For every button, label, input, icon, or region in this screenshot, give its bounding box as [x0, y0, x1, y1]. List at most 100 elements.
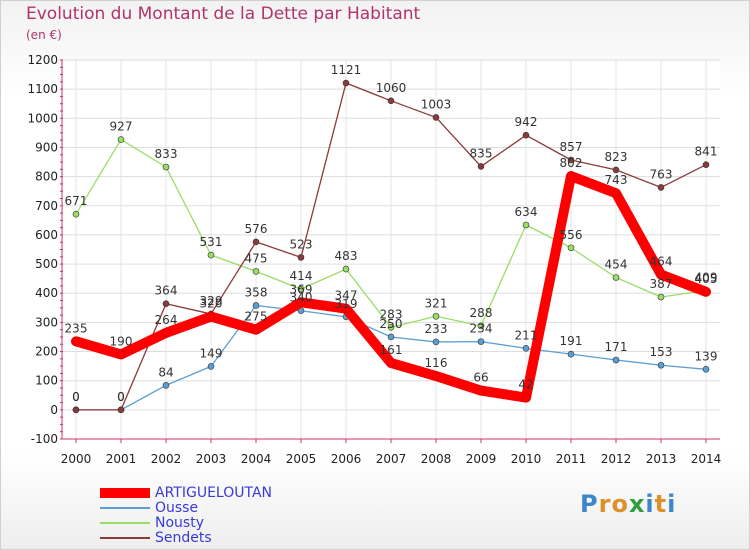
data-point	[296, 297, 306, 307]
data-label: 191	[560, 334, 583, 348]
legend-swatch	[100, 537, 150, 539]
x-tick-label: 2007	[376, 452, 407, 466]
data-label: 841	[695, 145, 718, 159]
data-label: 671	[65, 194, 88, 208]
data-point	[117, 406, 125, 414]
data-label: 1060	[376, 81, 407, 95]
x-tick-label: 2006	[331, 452, 362, 466]
data-label: 235	[65, 321, 88, 335]
logo-letter: i	[645, 490, 655, 518]
data-point	[567, 244, 575, 252]
data-point	[207, 251, 215, 259]
chart-subtitle: (en €)	[26, 28, 62, 42]
data-label: 483	[335, 249, 358, 263]
data-label: 409	[695, 271, 718, 285]
data-point	[657, 361, 665, 369]
y-tick-label: 300	[35, 315, 58, 329]
y-tick-label: 700	[35, 199, 58, 213]
logo-letter: t	[654, 490, 668, 518]
data-point	[387, 324, 395, 331]
x-tick-label: 2014	[691, 452, 722, 466]
data-label: 283	[380, 307, 403, 321]
legend-item: Sendets	[100, 530, 320, 546]
y-tick-label: -100	[31, 432, 58, 446]
y-tick-label: 600	[35, 228, 58, 242]
data-point	[252, 238, 260, 246]
data-label: 233	[425, 322, 448, 336]
data-label: 823	[605, 150, 628, 164]
data-label: 0	[72, 390, 80, 404]
data-point	[387, 333, 395, 341]
legend-label: Nousty	[155, 515, 204, 531]
data-label: 116	[425, 356, 448, 370]
data-label: 264	[155, 313, 178, 327]
y-tick-label: 1000	[27, 111, 58, 125]
data-point	[116, 350, 126, 359]
x-tick-label: 2013	[646, 452, 677, 466]
data-point	[612, 274, 620, 281]
data-label: 454	[605, 257, 628, 271]
logo-letter: r	[598, 490, 612, 518]
data-label: 66	[473, 371, 488, 385]
data-point	[477, 322, 485, 330]
data-label: 523	[290, 237, 313, 251]
y-tick-label: 500	[35, 257, 58, 271]
x-tick-label: 2000	[61, 452, 92, 466]
data-point	[162, 163, 170, 171]
data-label: 763	[650, 167, 673, 181]
data-label: 153	[650, 345, 673, 359]
data-point	[567, 156, 575, 164]
data-point	[522, 221, 530, 229]
x-tick-label: 2005	[286, 452, 317, 466]
data-point	[386, 358, 396, 368]
logo-letter: i	[667, 490, 677, 518]
x-tick-label: 2002	[151, 452, 182, 466]
data-label: 475	[245, 251, 268, 265]
data-point	[72, 406, 80, 414]
legend-item: Ousse	[100, 500, 320, 516]
y-tick-label: 400	[35, 286, 58, 300]
data-label: 414	[290, 269, 313, 283]
data-point	[656, 270, 666, 279]
data-label: 0	[117, 390, 125, 404]
logo-letter: P	[580, 490, 599, 518]
x-tick-label: 2011	[556, 452, 587, 466]
data-label: 329	[200, 294, 223, 308]
x-tick-label: 2009	[466, 452, 497, 466]
data-label: 340	[290, 291, 313, 305]
data-label: 387	[650, 277, 673, 291]
data-label: 556	[560, 228, 583, 242]
data-point	[612, 356, 620, 364]
data-point	[341, 304, 351, 313]
legend-item: ARTIGUELOUTAN	[100, 485, 320, 501]
y-tick-label: 200	[35, 345, 58, 359]
data-label: 319	[335, 297, 358, 311]
data-label: 1121	[331, 63, 362, 77]
data-point	[251, 325, 261, 334]
data-point	[432, 114, 440, 121]
legend-swatch	[100, 488, 150, 498]
proxiti-logo: Proxiti	[580, 490, 676, 518]
data-point	[297, 285, 305, 293]
x-tick-label: 2012	[601, 452, 632, 466]
data-label: 634	[515, 205, 538, 219]
data-point	[161, 328, 171, 338]
data-label: 364	[155, 284, 178, 298]
data-point	[657, 184, 665, 191]
data-label: 835	[470, 146, 493, 160]
data-label: 139	[695, 349, 718, 363]
data-point	[252, 302, 260, 309]
data-point	[566, 171, 576, 181]
data-point	[702, 161, 710, 168]
data-point	[71, 337, 81, 346]
logo-letter: x	[628, 490, 646, 518]
data-label: 250	[380, 317, 403, 331]
data-label: 149	[200, 346, 223, 360]
y-tick-label: 900	[35, 140, 58, 154]
data-label: 857	[560, 140, 583, 154]
y-tick-label: 100	[35, 374, 58, 388]
x-tick-label: 2003	[196, 452, 227, 466]
data-label: 743	[605, 173, 628, 187]
data-point	[702, 366, 710, 373]
data-label: 84	[158, 365, 173, 379]
